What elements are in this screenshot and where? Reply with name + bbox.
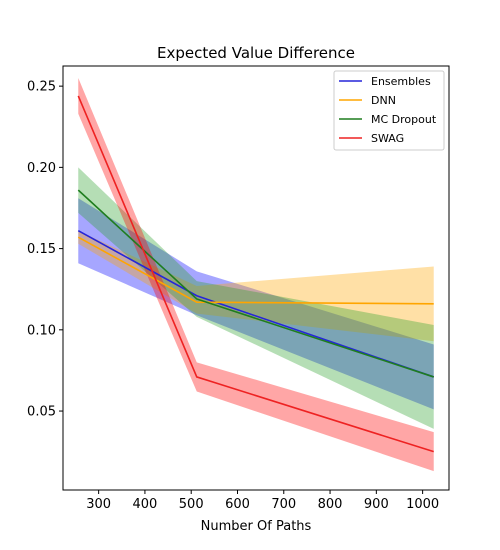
legend: Ensembles DNN MC Dropout SWAG — [333, 70, 445, 151]
legend-label-swag: SWAG — [371, 132, 404, 145]
y-tick-label: 0.20 — [27, 161, 56, 176]
plot-frame — [62, 65, 450, 491]
x-tick-label: 700 — [271, 497, 296, 512]
confidence-bands — [78, 78, 434, 472]
legend-label-mc-dropout: MC Dropout — [371, 113, 437, 126]
band-mc-dropout — [78, 167, 434, 429]
x-tick-label: 800 — [318, 497, 343, 512]
line-swag — [77, 95, 434, 453]
chart-title: Expected Value Difference — [157, 44, 355, 62]
legend-box — [333, 70, 445, 151]
series-lines — [77, 95, 434, 453]
y-axis: 0.05 0.10 0.15 0.20 0.25 — [27, 80, 63, 420]
legend-label-ensembles: Ensembles — [371, 75, 431, 88]
legend-label-dnn: DNN — [371, 94, 396, 107]
band-dnn — [78, 230, 434, 342]
x-tick-label: 300 — [86, 497, 111, 512]
x-tick-label: 1000 — [406, 497, 439, 512]
x-tick-label: 400 — [133, 497, 158, 512]
x-axis-label: Number Of Paths — [201, 519, 312, 534]
y-tick-label: 0.25 — [27, 80, 56, 95]
x-axis: 300 400 500 600 700 800 900 1000 — [86, 490, 439, 512]
line-dnn — [77, 236, 434, 305]
x-tick-label: 600 — [225, 497, 250, 512]
x-tick-label: 500 — [179, 497, 204, 512]
line-ensembles — [77, 230, 434, 378]
y-tick-label: 0.10 — [27, 323, 56, 338]
band-swag — [78, 78, 434, 472]
band-ensembles — [78, 198, 434, 410]
y-tick-label: 0.05 — [27, 405, 56, 420]
y-tick-label: 0.15 — [27, 242, 56, 257]
line-mc-dropout — [77, 189, 434, 378]
x-tick-label: 900 — [364, 497, 389, 512]
